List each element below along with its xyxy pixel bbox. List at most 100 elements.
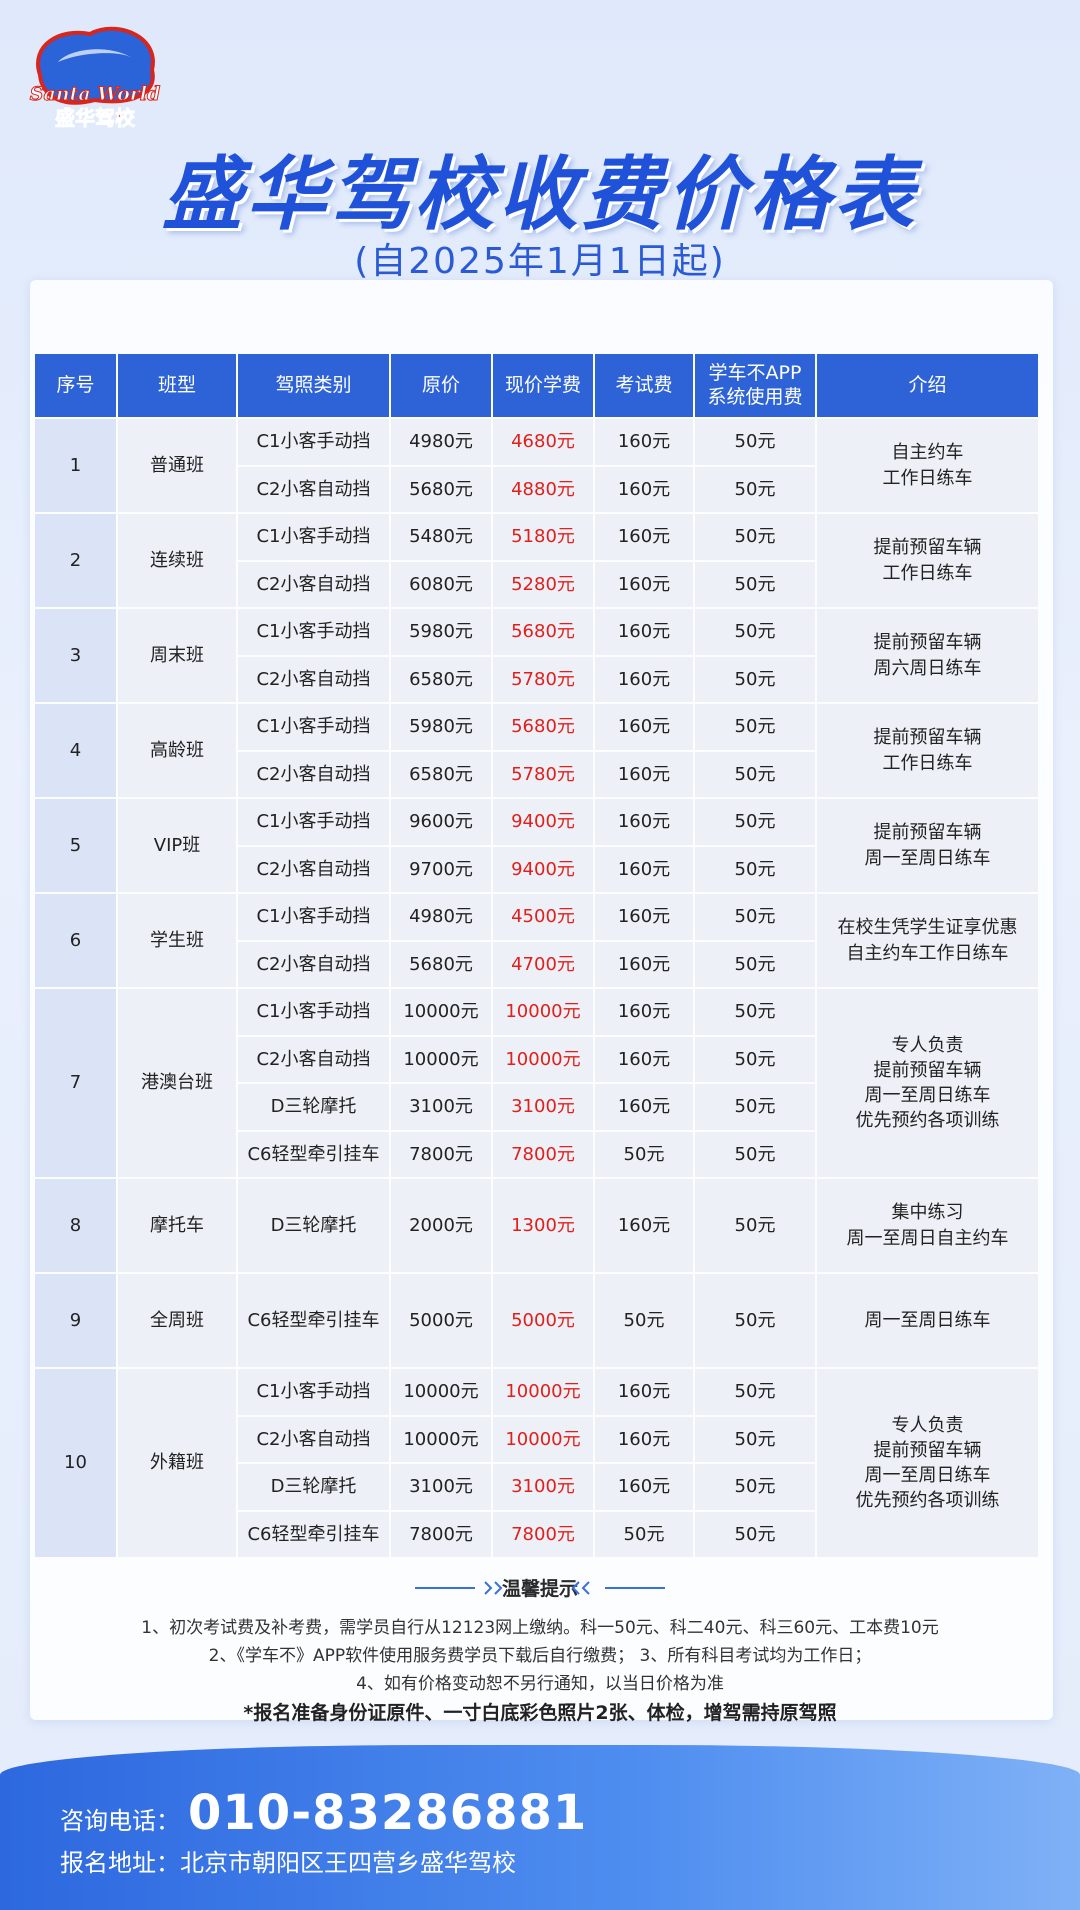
- intro-line: 集中练习: [891, 1202, 964, 1224]
- cell-text: 9400元: [511, 811, 575, 833]
- data-cell: 50元: [595, 1274, 693, 1367]
- cell-text: 160元: [617, 906, 671, 928]
- cell-text: C2小客自动挡: [256, 953, 371, 975]
- cell-text: 50元: [734, 1309, 776, 1331]
- cell-text: 50元: [734, 1143, 776, 1165]
- note-line: 1、初次考试费及补考费，需学员自行从12123网上缴纳。科一50元、科二40元、…: [141, 1618, 939, 1638]
- requirement: *报名准备身份证原件、一寸白底彩色照片2张、体检，增驾需持原驾照: [243, 1702, 837, 1724]
- header-text: 班型: [157, 373, 196, 396]
- data-cell: C1小客手动挡: [238, 989, 389, 1035]
- data-cell: C2小客自动挡: [238, 941, 389, 987]
- intro-line: 自主约车工作日练车: [846, 942, 1009, 964]
- data-cell: 5780元: [493, 751, 593, 797]
- cell-text: C1小客手动挡: [256, 811, 371, 833]
- cell-text: 3100元: [409, 1476, 473, 1498]
- cell-text: 160元: [617, 573, 671, 595]
- intro-line: 提前预留车辆: [873, 537, 982, 559]
- class-name: VIP班: [153, 834, 201, 856]
- logo-highlight: [58, 49, 132, 62]
- cell-text: 5000元: [511, 1309, 575, 1331]
- data-cell: 160元: [595, 514, 693, 560]
- notes-decor: [415, 1581, 665, 1595]
- cell-text: 10000元: [505, 1048, 581, 1070]
- data-cell: 160元: [595, 1464, 693, 1510]
- cell-text: 160元: [617, 1048, 671, 1070]
- class-name: 连续班: [150, 549, 204, 571]
- data-cell: C1小客手动挡: [238, 609, 389, 655]
- cell-text: 160元: [617, 1428, 671, 1450]
- intro-line: 工作日练车: [882, 467, 973, 489]
- data-cell: 160元: [595, 656, 693, 702]
- data-cell: 160元: [595, 419, 693, 465]
- data-cell: 50元: [595, 1511, 693, 1557]
- data-cell: 160元: [595, 704, 693, 750]
- logo-cn: 盛华驾校: [55, 106, 136, 130]
- intro-line: 提前预留车辆: [873, 822, 982, 844]
- data-cell: 5180元: [493, 514, 593, 560]
- cell-text: 5980元: [409, 716, 473, 738]
- cell-text: D三轮摩托: [270, 1214, 357, 1236]
- data-cell: 50元: [595, 1131, 693, 1177]
- header-text: 现价学费: [504, 373, 581, 396]
- header-text: 序号: [56, 373, 95, 396]
- note-line: 4、如有价格变动恕不另行通知，以当日价格为准: [356, 1674, 724, 1694]
- cell-text: 10000元: [403, 1048, 479, 1070]
- class-cell: 连续班: [118, 514, 236, 607]
- intro-line: 专人负责: [891, 1034, 964, 1056]
- cell-text: 4980元: [409, 431, 473, 453]
- header-text: 考试费: [615, 373, 673, 396]
- row-no: 8: [69, 1214, 82, 1236]
- cell-text: 6580元: [409, 763, 473, 785]
- data-cell: 160元: [595, 1416, 693, 1462]
- data-cell: 50元: [695, 941, 815, 987]
- data-cell: 50元: [695, 799, 815, 845]
- data-cell: 50元: [695, 989, 815, 1035]
- class-cell: 高龄班: [118, 704, 236, 797]
- data-cell: 160元: [595, 894, 693, 940]
- cell-text: C1小客手动挡: [256, 526, 371, 548]
- data-cell: 4980元: [391, 419, 491, 465]
- address-label: 报名地址：: [60, 1849, 180, 1877]
- cell-text: 160元: [617, 1381, 671, 1403]
- cell-text: C6轻型牵引挂车: [247, 1143, 380, 1165]
- data-cell: 50元: [695, 1511, 815, 1557]
- data-cell: 50元: [695, 419, 815, 465]
- intro-line: 周一至周日自主约车: [846, 1227, 1009, 1249]
- data-cell: 10000元: [493, 1416, 593, 1462]
- cell-text: C2小客自动挡: [256, 1428, 371, 1450]
- intro-cell: 在校生凭学生证享优惠 自主约车工作日练车: [817, 894, 1038, 987]
- cell-text: 5780元: [511, 668, 575, 690]
- data-cell: 3100元: [391, 1084, 491, 1130]
- data-cell: C2小客自动挡: [238, 846, 389, 892]
- data-cell: 3100元: [391, 1464, 491, 1510]
- header-text: 驾照类别: [275, 373, 352, 396]
- data-cell: D三轮摩托: [238, 1464, 389, 1510]
- intro-cell: 提前预留车辆 工作日练车: [817, 704, 1038, 797]
- cell-text: 160元: [617, 858, 671, 880]
- cell-text: 10000元: [403, 1428, 479, 1450]
- no-cell: 6: [35, 894, 116, 987]
- cell-text: 50元: [734, 1096, 776, 1118]
- no-cell: 8: [35, 1179, 116, 1272]
- data-cell: 5000元: [391, 1274, 491, 1367]
- no-cell: 9: [35, 1274, 116, 1367]
- cell-text: 9600元: [409, 811, 473, 833]
- data-cell: 50元: [695, 514, 815, 560]
- cell-text: C1小客手动挡: [256, 431, 371, 453]
- cell-text: C6轻型牵引挂车: [247, 1523, 380, 1545]
- data-cell: 50元: [695, 894, 815, 940]
- cell-text: D三轮摩托: [270, 1096, 357, 1118]
- data-cell: C1小客手动挡: [238, 419, 389, 465]
- data-cell: 50元: [695, 1416, 815, 1462]
- cell-text: 160元: [617, 953, 671, 975]
- notes-title: 温馨提示: [501, 1578, 578, 1600]
- intro-line: 周一至周日练车: [864, 1085, 991, 1106]
- data-cell: 5280元: [493, 561, 593, 607]
- data-cell: 50元: [695, 704, 815, 750]
- cell-text: 3100元: [511, 1096, 575, 1118]
- cell-text: C1小客手动挡: [256, 906, 371, 928]
- data-cell: 6080元: [391, 561, 491, 607]
- data-cell: C2小客自动挡: [238, 1036, 389, 1082]
- cell-text: C2小客自动挡: [256, 668, 371, 690]
